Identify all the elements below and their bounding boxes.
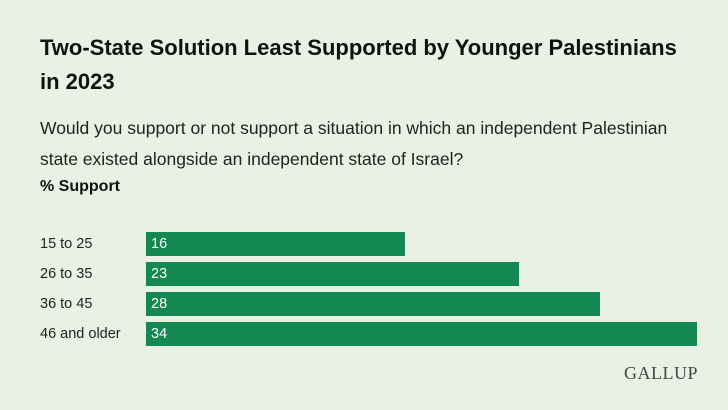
- measure-label: % Support: [40, 178, 120, 195]
- category-label: 26 to 35: [40, 266, 93, 282]
- category-label: 15 to 25: [40, 236, 93, 252]
- data-label: 34: [151, 326, 168, 342]
- bar: [146, 292, 600, 316]
- chart-subtitle: Would you support or not support a situa…: [40, 118, 668, 169]
- data-label: 28: [151, 296, 168, 312]
- category-label: 36 to 45: [40, 296, 93, 312]
- data-label: 16: [151, 236, 168, 252]
- data-label: 23: [151, 266, 168, 282]
- category-label: 46 and older: [40, 326, 121, 342]
- gallup-logo: GALLUP: [624, 363, 698, 383]
- chart-title: Two-State Solution Least Supported by Yo…: [40, 35, 677, 94]
- bar: [146, 262, 519, 286]
- bar: [146, 322, 697, 346]
- bar: [146, 232, 405, 256]
